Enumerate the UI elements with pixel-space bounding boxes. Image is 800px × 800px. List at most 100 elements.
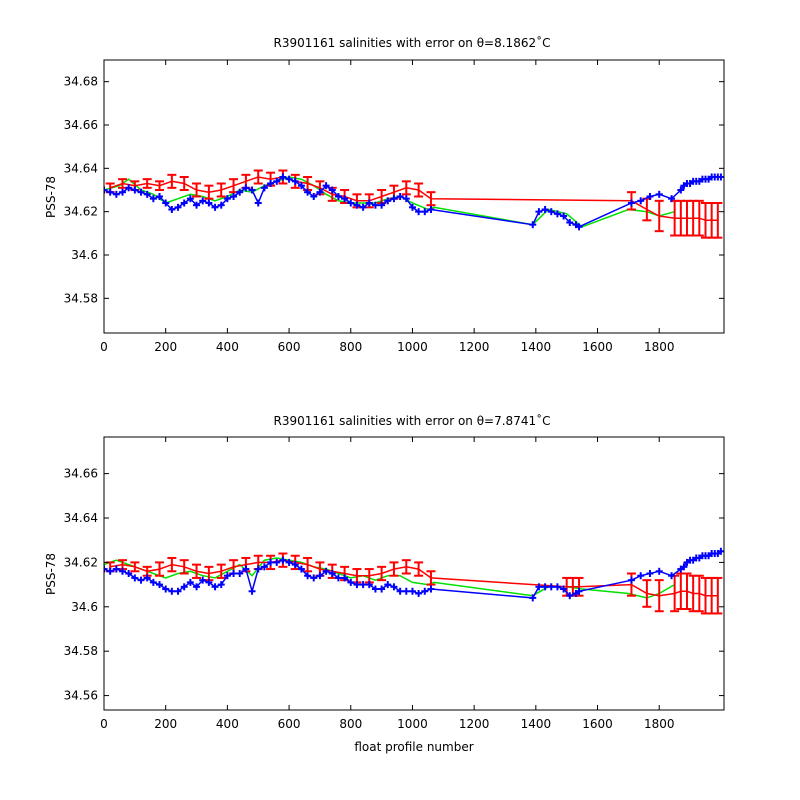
observed-point xyxy=(353,581,361,589)
observed-point xyxy=(341,574,349,582)
x-tick-label: 600 xyxy=(278,717,301,731)
x-tick-label: 1600 xyxy=(582,717,613,731)
observed-point xyxy=(304,188,312,196)
observed-point xyxy=(180,583,188,591)
observed-point xyxy=(236,570,244,577)
observed-point xyxy=(223,195,231,203)
x-tick-label: 0 xyxy=(100,340,108,354)
x-tick-label: 600 xyxy=(278,340,301,354)
observed-point xyxy=(541,583,549,591)
observed-point xyxy=(529,221,537,229)
y-tick-label: 34.68 xyxy=(64,75,98,89)
observed-point xyxy=(310,193,318,200)
plot-area: 0 200 400 600 800 1000 1200 1400 1600 1800 34.58 34… xyxy=(64,59,725,354)
observed-point xyxy=(427,585,435,593)
observed-point xyxy=(217,581,225,589)
observed-point xyxy=(328,186,336,194)
observed-point xyxy=(279,173,287,181)
observed-point xyxy=(566,219,574,226)
observed-point xyxy=(273,558,281,566)
observed-salinity-line xyxy=(104,550,722,599)
observed-point xyxy=(149,578,157,586)
observed-point xyxy=(341,195,349,203)
observed-point xyxy=(217,201,225,209)
observed-point xyxy=(365,581,373,589)
observed-point xyxy=(125,570,133,577)
observed-point xyxy=(421,587,429,595)
x-axis-label: float profile number xyxy=(354,740,473,754)
x-tick-label: 1200 xyxy=(459,717,490,731)
axes-box xyxy=(103,59,725,334)
observed-point xyxy=(415,208,423,216)
observed-point xyxy=(627,199,635,207)
observed-point xyxy=(104,186,108,194)
y-tick-label: 34.58 xyxy=(64,291,98,305)
observed-point xyxy=(297,182,305,190)
observed-point xyxy=(415,589,423,597)
observed-point xyxy=(131,186,139,194)
observed-point xyxy=(680,563,688,571)
observed-point xyxy=(668,195,676,203)
chart-title: R3901161 salinities with error on θ=7.87… xyxy=(274,413,551,428)
observed-point xyxy=(143,190,151,198)
observed-point xyxy=(143,574,151,582)
y-tick-label: 34.66 xyxy=(64,118,98,132)
observed-point xyxy=(242,184,250,192)
observed-point xyxy=(717,173,724,181)
y-axis-label: PSS-78 xyxy=(44,553,58,595)
observed-point xyxy=(180,199,188,207)
observed-point xyxy=(211,203,219,211)
observed-point xyxy=(230,193,238,200)
observed-point xyxy=(371,585,379,593)
y-tick-label: 34.66 xyxy=(64,467,98,481)
observed-point xyxy=(236,188,244,196)
observed-point xyxy=(260,563,268,571)
x-tick-label: 1400 xyxy=(521,717,552,731)
observed-point xyxy=(162,199,170,207)
observed-point xyxy=(353,201,361,209)
observed-point xyxy=(230,570,238,577)
observed-point xyxy=(390,195,398,203)
observed-point xyxy=(365,199,373,207)
observed-point xyxy=(717,547,724,555)
observed-point xyxy=(427,206,435,213)
observed-point xyxy=(119,567,127,575)
observed-point xyxy=(347,578,355,586)
observed-point xyxy=(104,565,108,573)
y-tick-label: 34.56 xyxy=(64,689,98,703)
observed-point xyxy=(560,212,568,220)
observed-point xyxy=(408,587,416,595)
observed-point xyxy=(529,594,537,602)
observed-point xyxy=(304,572,312,580)
observed-point xyxy=(384,197,392,205)
observed-point xyxy=(260,184,268,192)
observed-point xyxy=(199,197,207,205)
observed-point xyxy=(199,576,207,584)
observed-point xyxy=(402,195,410,203)
x-tick-label: 0 xyxy=(100,717,108,731)
observed-salinity-line xyxy=(104,176,721,228)
x-tick-label: 200 xyxy=(154,717,177,731)
y-tick-label: 34.62 xyxy=(64,555,98,569)
observed-point xyxy=(627,576,635,584)
observed-point xyxy=(112,565,120,573)
observed-point xyxy=(297,565,305,573)
observed-point xyxy=(106,188,114,196)
observed-point xyxy=(137,188,145,196)
observed-point xyxy=(646,193,654,200)
data-layer xyxy=(104,169,724,239)
y-tick-label: 34.58 xyxy=(64,644,98,658)
data-layer xyxy=(104,547,724,615)
x-tick-label: 1400 xyxy=(521,340,552,354)
observed-point xyxy=(637,197,645,205)
observed-point xyxy=(279,556,287,564)
observed-point xyxy=(402,587,410,595)
observed-point xyxy=(390,583,398,591)
observed-point xyxy=(541,206,549,213)
observed-point xyxy=(334,574,342,582)
observed-point xyxy=(421,208,429,216)
y-tick-label: 34.64 xyxy=(64,511,98,525)
observed-point xyxy=(359,203,367,211)
observed-point xyxy=(186,578,194,586)
observed-point xyxy=(677,186,685,194)
